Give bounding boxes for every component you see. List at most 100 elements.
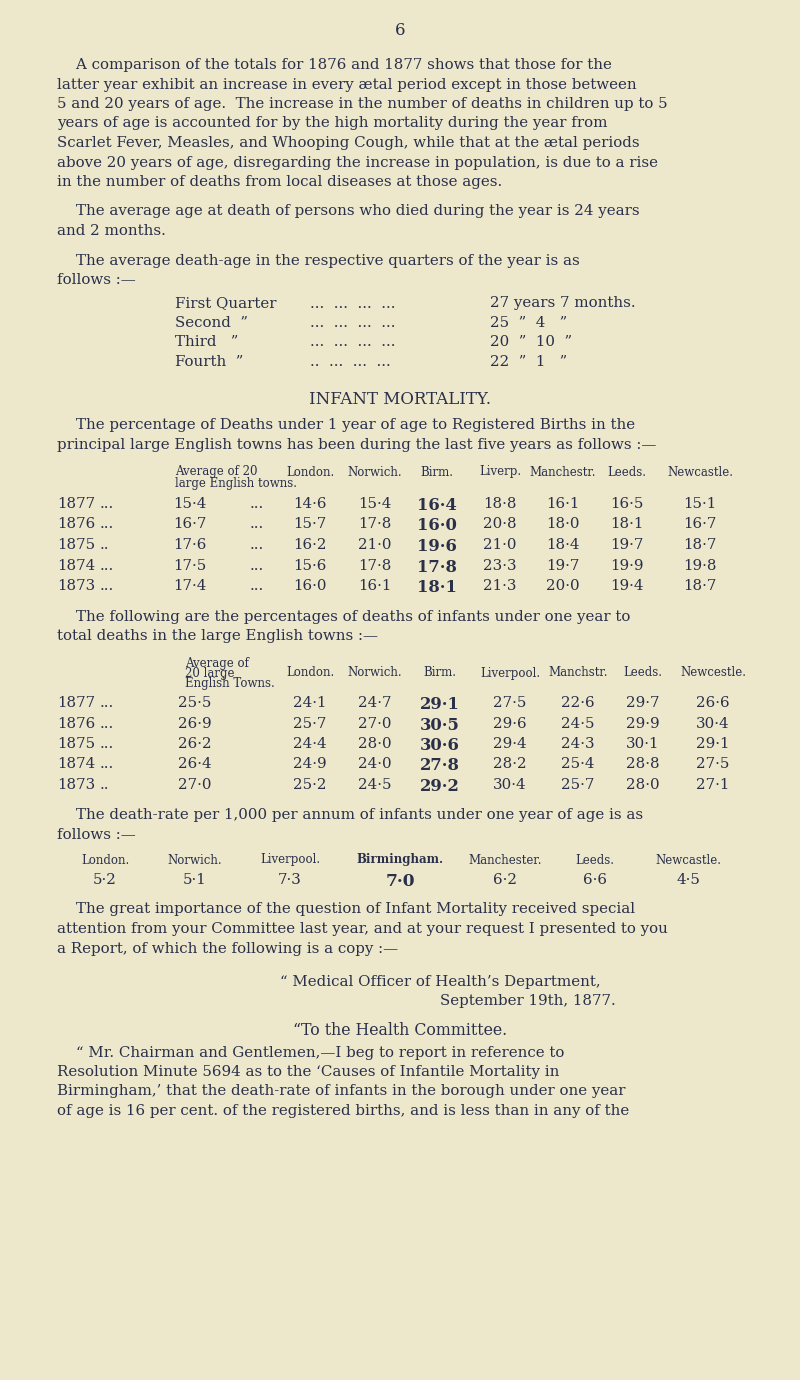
Text: 21·3: 21·3	[483, 580, 517, 593]
Text: ..: ..	[100, 778, 110, 792]
Text: ...: ...	[100, 716, 114, 730]
Text: Birm.: Birm.	[421, 465, 454, 479]
Text: 15·7: 15·7	[294, 518, 326, 531]
Text: A comparison of the totals for 1876 and 1877 shows that those for the: A comparison of the totals for 1876 and …	[57, 58, 612, 72]
Text: 7·3: 7·3	[278, 874, 302, 887]
Text: Manchstr.: Manchstr.	[548, 667, 608, 679]
Text: 17·8: 17·8	[358, 559, 392, 573]
Text: “ Mr. Chairman and Gentlemen,—I beg to report in reference to: “ Mr. Chairman and Gentlemen,—I beg to r…	[57, 1046, 564, 1060]
Text: 18·7: 18·7	[683, 538, 717, 552]
Text: “ Medical Officer of Health’s Department,: “ Medical Officer of Health’s Department…	[280, 976, 601, 989]
Text: 16·5: 16·5	[610, 497, 644, 511]
Text: 17·4: 17·4	[174, 580, 206, 593]
Text: 30·5: 30·5	[420, 716, 460, 734]
Text: ...: ...	[250, 497, 264, 511]
Text: “To the Health Committee.: “To the Health Committee.	[293, 1023, 507, 1039]
Text: 27·8: 27·8	[420, 758, 460, 774]
Text: 25·2: 25·2	[294, 778, 326, 792]
Text: 24·5: 24·5	[562, 716, 594, 730]
Text: 16·4: 16·4	[417, 497, 457, 513]
Text: ..: ..	[100, 538, 110, 552]
Text: ...: ...	[100, 758, 114, 771]
Text: September 19th, 1877.: September 19th, 1877.	[440, 995, 616, 1009]
Text: Norwich.: Norwich.	[168, 853, 222, 867]
Text: The death-rate per 1,000 per annum of infants under one year of age is as: The death-rate per 1,000 per annum of in…	[57, 809, 643, 822]
Text: 24·4: 24·4	[293, 737, 327, 751]
Text: 19·7: 19·7	[610, 538, 644, 552]
Text: The average death-age in the respective quarters of the year is as: The average death-age in the respective …	[57, 254, 580, 268]
Text: ...: ...	[250, 580, 264, 593]
Text: 27·0: 27·0	[178, 778, 212, 792]
Text: INFANT MORTALITY.: INFANT MORTALITY.	[309, 391, 491, 407]
Text: and 2 months.: and 2 months.	[57, 224, 166, 237]
Text: in the number of deaths from local diseases at those ages.: in the number of deaths from local disea…	[57, 175, 502, 189]
Text: 25  ”  4   ”: 25 ” 4 ”	[490, 316, 567, 330]
Text: 25·5: 25·5	[178, 696, 212, 709]
Text: ...: ...	[250, 538, 264, 552]
Text: 26·9: 26·9	[178, 716, 212, 730]
Text: 1876: 1876	[57, 518, 95, 531]
Text: The average age at death of persons who died during the year is 24 years: The average age at death of persons who …	[57, 204, 640, 218]
Text: 25·7: 25·7	[562, 778, 594, 792]
Text: 15·4: 15·4	[174, 497, 206, 511]
Text: 6: 6	[394, 22, 406, 39]
Text: 17·8: 17·8	[358, 518, 392, 531]
Text: English Towns.: English Towns.	[185, 676, 274, 690]
Text: Norwich.: Norwich.	[348, 465, 402, 479]
Text: 20·0: 20·0	[546, 580, 580, 593]
Text: 27·1: 27·1	[696, 778, 730, 792]
Text: 30·1: 30·1	[626, 737, 660, 751]
Text: 15·1: 15·1	[683, 497, 717, 511]
Text: 28·0: 28·0	[358, 737, 392, 751]
Text: 1874: 1874	[57, 559, 95, 573]
Text: 6·2: 6·2	[493, 874, 517, 887]
Text: The great importance of the question of Infant Mortality received special: The great importance of the question of …	[57, 903, 635, 916]
Text: 15·4: 15·4	[358, 497, 392, 511]
Text: Birmingham,’ that the death-rate of infants in the borough under one year: Birmingham,’ that the death-rate of infa…	[57, 1085, 626, 1098]
Text: 15·6: 15·6	[294, 559, 326, 573]
Text: London.: London.	[286, 465, 334, 479]
Text: 22·6: 22·6	[561, 696, 595, 709]
Text: 21·0: 21·0	[358, 538, 392, 552]
Text: 19·6: 19·6	[417, 538, 457, 555]
Text: 27·5: 27·5	[696, 758, 730, 771]
Text: Liverp.: Liverp.	[479, 465, 521, 479]
Text: 5·2: 5·2	[93, 874, 117, 887]
Text: 14·6: 14·6	[294, 497, 326, 511]
Text: 28·2: 28·2	[493, 758, 527, 771]
Text: 25·7: 25·7	[294, 716, 326, 730]
Text: ...: ...	[100, 737, 114, 751]
Text: 24·9: 24·9	[293, 758, 327, 771]
Text: 27 years 7 months.: 27 years 7 months.	[490, 297, 636, 310]
Text: Newcastle.: Newcastle.	[667, 465, 733, 479]
Text: ...  ...  ...  ...: ... ... ... ...	[310, 316, 395, 330]
Text: 1875: 1875	[57, 737, 95, 751]
Text: 16·0: 16·0	[294, 580, 326, 593]
Text: 26·6: 26·6	[696, 696, 730, 709]
Text: 1877: 1877	[57, 696, 95, 709]
Text: 18·0: 18·0	[546, 518, 580, 531]
Text: Newcestle.: Newcestle.	[680, 667, 746, 679]
Text: 29·1: 29·1	[420, 696, 460, 713]
Text: ...: ...	[250, 518, 264, 531]
Text: total deaths in the large English towns :—: total deaths in the large English towns …	[57, 629, 378, 643]
Text: 17·8: 17·8	[417, 559, 457, 575]
Text: 22  ”  1   ”: 22 ” 1 ”	[490, 355, 567, 368]
Text: Norwich.: Norwich.	[348, 667, 402, 679]
Text: ...  ...  ...  ...: ... ... ... ...	[310, 297, 395, 310]
Text: 4·5: 4·5	[676, 874, 700, 887]
Text: 18·8: 18·8	[483, 497, 517, 511]
Text: 29·6: 29·6	[493, 716, 527, 730]
Text: Birmingham.: Birmingham.	[357, 853, 443, 867]
Text: 16·7: 16·7	[174, 518, 206, 531]
Text: 29·9: 29·9	[626, 716, 660, 730]
Text: 26·2: 26·2	[178, 737, 212, 751]
Text: 1877: 1877	[57, 497, 95, 511]
Text: a Report, of which the following is a copy :—: a Report, of which the following is a co…	[57, 941, 398, 955]
Text: London.: London.	[286, 667, 334, 679]
Text: 20 large: 20 large	[185, 667, 234, 679]
Text: 28·0: 28·0	[626, 778, 660, 792]
Text: ...: ...	[100, 559, 114, 573]
Text: principal large English towns has been during the last five years as follows :—: principal large English towns has been d…	[57, 437, 656, 453]
Text: 24·1: 24·1	[294, 696, 326, 709]
